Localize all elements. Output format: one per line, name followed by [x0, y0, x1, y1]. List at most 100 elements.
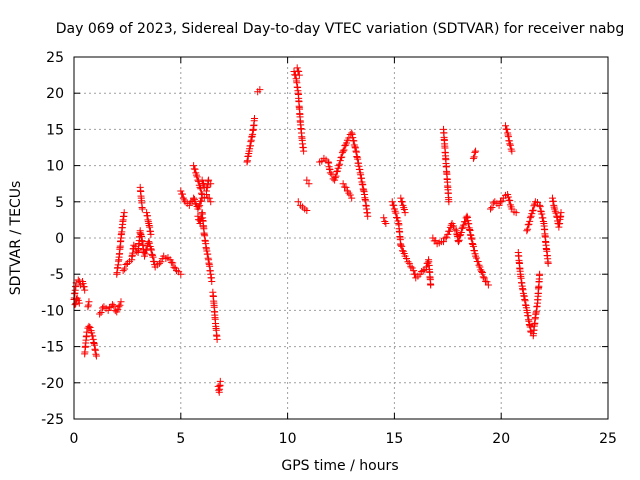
- data-point: [410, 267, 418, 275]
- data-point: [303, 206, 311, 214]
- data-point: [86, 324, 94, 332]
- data-point: [506, 141, 514, 149]
- data-point: [418, 267, 426, 275]
- data-point: [197, 185, 205, 193]
- data-point: [339, 180, 347, 188]
- data-point: [331, 174, 339, 182]
- data-point: [506, 140, 514, 148]
- data-point: [74, 276, 82, 284]
- data-point: [537, 207, 545, 215]
- x-tick-label: 0: [70, 431, 79, 447]
- data-point: [191, 165, 199, 173]
- y-tick-label: 15: [46, 122, 64, 138]
- data-point: [503, 125, 511, 133]
- data-point: [89, 332, 97, 340]
- data-point: [336, 160, 344, 168]
- x-tick-label: 5: [176, 431, 185, 447]
- y-tick-label: 5: [55, 195, 64, 211]
- data-point: [454, 238, 462, 246]
- data-point: [529, 206, 537, 214]
- data-point: [524, 221, 532, 229]
- data-point: [71, 301, 79, 309]
- data-point: [348, 130, 356, 138]
- data-point: [122, 261, 130, 269]
- data-point: [538, 210, 546, 218]
- data-point: [187, 198, 195, 206]
- data-point: [392, 209, 400, 217]
- data-point: [148, 251, 156, 259]
- data-point: [398, 242, 406, 250]
- data-point: [130, 241, 138, 249]
- y-tick-label: 20: [46, 86, 64, 102]
- data-point: [250, 115, 258, 123]
- data-point: [397, 241, 405, 249]
- data-point: [446, 227, 454, 235]
- y-tick-label: 10: [46, 159, 64, 175]
- data-point: [398, 198, 406, 206]
- data-points: [70, 64, 565, 396]
- data-point: [544, 259, 552, 267]
- data-point: [84, 301, 92, 309]
- data-point: [92, 352, 100, 360]
- data-point: [121, 265, 129, 273]
- data-point: [382, 220, 390, 228]
- data-point: [119, 267, 127, 275]
- data-point: [196, 202, 204, 210]
- y-tick-label: 25: [46, 50, 64, 66]
- data-point: [469, 241, 477, 249]
- data-point: [149, 253, 157, 261]
- data-point: [458, 224, 466, 232]
- y-tick-label: -25: [41, 412, 64, 428]
- data-point: [177, 187, 185, 195]
- data-point: [480, 274, 488, 282]
- data-point: [390, 201, 398, 209]
- data-point: [205, 176, 213, 184]
- data-point: [364, 212, 372, 220]
- data-point: [523, 227, 531, 235]
- x-tick-label: 15: [385, 431, 403, 447]
- data-point: [195, 203, 203, 211]
- data-point: [117, 298, 125, 306]
- data-point: [350, 137, 358, 145]
- data-point: [120, 209, 128, 217]
- data-point: [157, 258, 165, 266]
- data-point: [351, 144, 359, 152]
- data-point: [80, 283, 88, 291]
- data-point: [427, 281, 435, 289]
- data-point: [401, 209, 409, 217]
- data-point: [293, 64, 301, 72]
- data-point: [150, 258, 158, 266]
- data-point: [476, 263, 484, 271]
- data-point: [472, 147, 480, 155]
- data-point: [79, 280, 87, 288]
- x-tick-label: 10: [279, 431, 297, 447]
- data-point: [404, 258, 412, 266]
- data-point: [336, 157, 344, 165]
- data-point: [472, 254, 480, 262]
- data-point: [179, 190, 187, 198]
- data-point: [484, 281, 492, 289]
- y-axis-label: SDTVAR / TECUs: [8, 181, 24, 296]
- data-point: [403, 255, 411, 263]
- data-point: [190, 194, 198, 202]
- data-point: [190, 162, 198, 170]
- data-point: [508, 147, 516, 155]
- data-point: [190, 195, 198, 203]
- data-point: [460, 221, 468, 229]
- data-point: [432, 237, 440, 245]
- data-point: [348, 194, 356, 202]
- data-point: [116, 301, 124, 309]
- data-point: [475, 261, 483, 269]
- data-point: [512, 209, 520, 217]
- data-point: [380, 214, 388, 222]
- data-point: [441, 234, 449, 242]
- data-point: [457, 229, 465, 237]
- data-point: [333, 167, 341, 175]
- data-point: [81, 286, 89, 294]
- data-point: [332, 172, 340, 180]
- data-point: [474, 258, 482, 266]
- data-point: [104, 306, 112, 314]
- x-axis-ticks: 0 5 10 15 20 25: [70, 57, 617, 447]
- data-point: [349, 134, 357, 142]
- data-point: [397, 194, 405, 202]
